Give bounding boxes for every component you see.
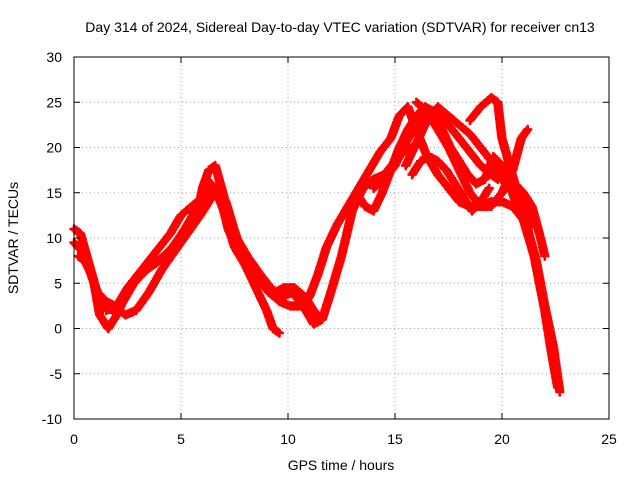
x-tick-label: 0 xyxy=(70,431,78,447)
x-tick-label: 15 xyxy=(387,431,403,447)
series-track-7-points xyxy=(400,102,535,216)
x-tick-label: 10 xyxy=(280,431,296,447)
x-tick-label: 25 xyxy=(601,431,617,447)
series-track-4-points xyxy=(101,102,563,393)
y-tick-label: -5 xyxy=(50,366,63,382)
x-axis-label: GPS time / hours xyxy=(288,457,395,473)
y-tick-label: 30 xyxy=(46,49,62,65)
data-series xyxy=(69,92,565,397)
y-tick-label: 15 xyxy=(46,185,62,201)
y-tick-label: -10 xyxy=(42,411,62,427)
axis-ticks xyxy=(73,56,610,420)
x-tick-labels: 0 5 10 15 20 25 xyxy=(70,431,617,447)
y-tick-label: 0 xyxy=(54,321,62,337)
y-axis-label: SDTVAR / TECUs xyxy=(5,182,21,294)
chart-title: Day 314 of 2024, Sidereal Day-to-day VTE… xyxy=(85,19,595,35)
series-track-10-points xyxy=(407,151,494,216)
x-tick-label: 20 xyxy=(494,431,510,447)
y-tick-label: 20 xyxy=(46,140,62,156)
y-tick-label: 10 xyxy=(46,230,62,246)
x-tick-label: 5 xyxy=(177,431,185,447)
y-tick-label: 5 xyxy=(54,275,62,291)
y-tick-labels: -10 -5 0 5 10 15 20 25 30 xyxy=(42,49,62,427)
y-tick-label: 25 xyxy=(46,94,62,110)
